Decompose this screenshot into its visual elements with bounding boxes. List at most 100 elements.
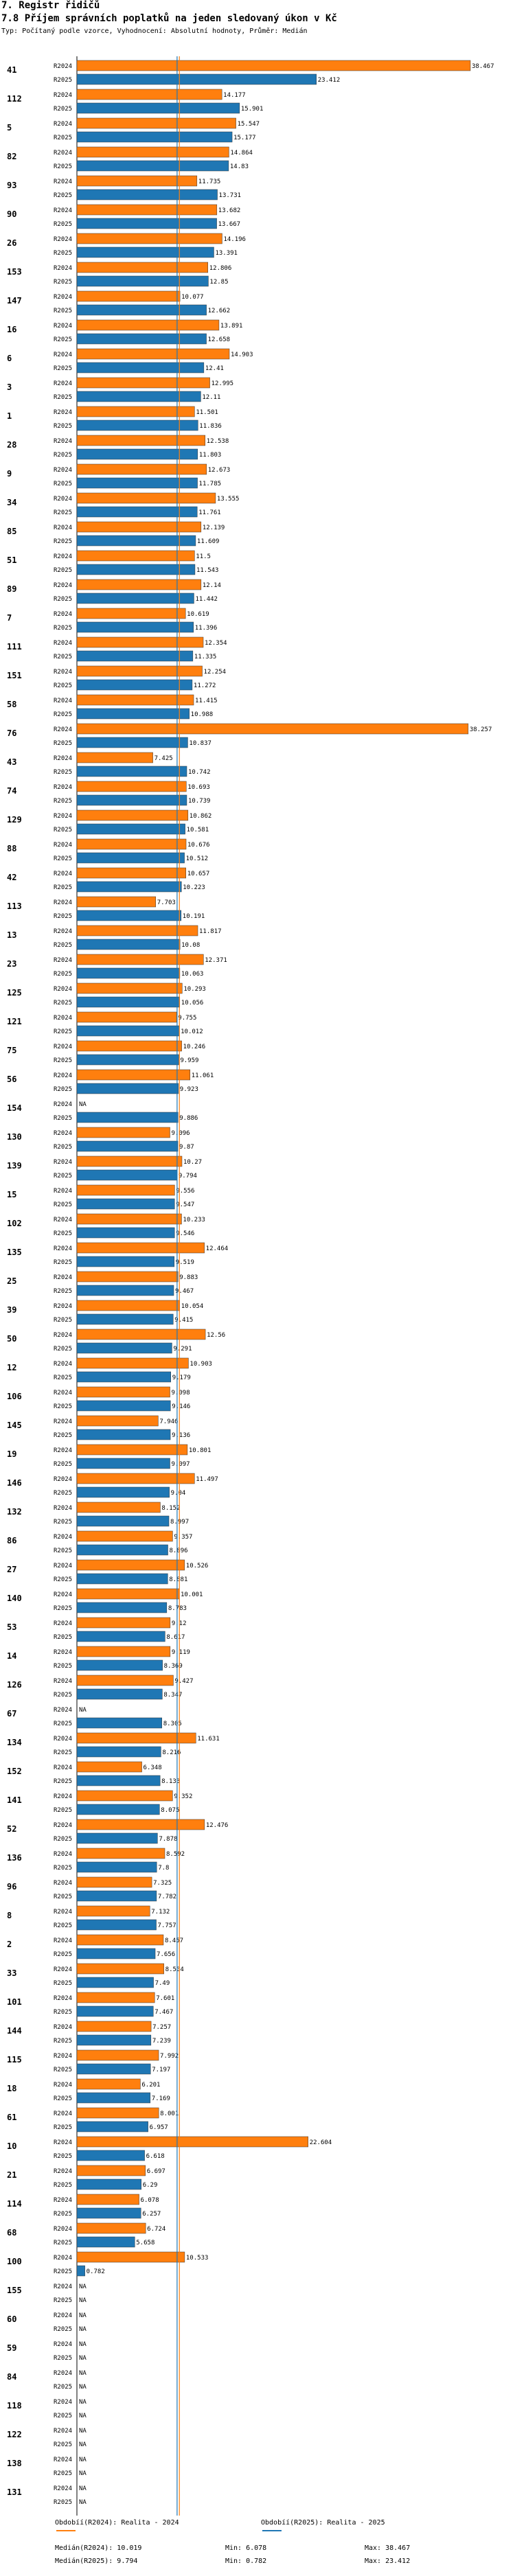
value-label: 10.693	[187, 784, 210, 791]
value-label: 11.5	[196, 553, 211, 560]
value-label: 11.836	[199, 423, 222, 430]
series-label: R2024	[54, 2111, 72, 2117]
series-label: R2024	[54, 553, 72, 560]
value-label: 14.177	[223, 92, 246, 99]
series-label: R2025	[54, 942, 72, 949]
value-label: 13.391	[215, 250, 238, 257]
value-label: 8.881	[169, 1576, 187, 1583]
na-label: NA	[79, 2384, 87, 2391]
value-label: 10.293	[183, 986, 206, 993]
group-label: 74	[7, 786, 16, 796]
group-label: 147	[7, 296, 22, 306]
chart-subtitle: Typ: Počítaný podle vzorce, Vyhodnocení:…	[1, 27, 308, 35]
min-2024-label: Min: 6.078	[225, 2544, 267, 2552]
series-label: R2024	[54, 1332, 72, 1339]
series-label: R2025	[54, 1548, 72, 1554]
bar-r2024	[76, 1848, 165, 1859]
value-label: 10.903	[190, 1361, 212, 1368]
series-label: R2025	[54, 1894, 72, 1900]
bar-r2025	[76, 1746, 161, 1758]
bar-r2024	[76, 1069, 191, 1081]
series-label: R2024	[54, 1217, 72, 1223]
bar-r2025	[76, 2207, 141, 2219]
value-label: 8.617	[166, 1634, 185, 1641]
value-label: 13.667	[218, 221, 241, 228]
series-label: R2025	[54, 1663, 72, 1670]
value-label: 14.196	[223, 236, 246, 243]
value-label: 10.233	[183, 1217, 205, 1223]
value-label: 8.592	[166, 1851, 185, 1858]
value-label: 9.755	[178, 1015, 196, 1022]
series-label: R2025	[54, 394, 72, 401]
bar-r2024	[76, 1761, 142, 1773]
series-label: R2024	[54, 2226, 72, 2233]
series-label: R2025	[54, 1403, 72, 1410]
value-label: 12.56	[207, 1332, 225, 1339]
value-label: 10.08	[181, 942, 200, 949]
bar-r2025	[76, 996, 181, 1008]
group-label: 42	[7, 873, 16, 882]
group-label: 152	[7, 1767, 22, 1776]
bar-r2024	[76, 117, 236, 129]
bar-r2025	[76, 189, 218, 200]
series-label: R2025	[54, 1490, 72, 1497]
na-label: NA	[79, 2341, 87, 2348]
bar-r2024	[76, 1819, 205, 1830]
bar-r2024	[76, 1790, 173, 1802]
bar-r2024	[76, 694, 194, 706]
series-label: R2025	[54, 1028, 72, 1035]
series-label: R2025	[54, 884, 72, 891]
group-label: 61	[7, 2113, 16, 2122]
value-label: 5.658	[136, 2240, 154, 2246]
value-label: 8.305	[163, 1721, 182, 1727]
group-label: 12	[7, 1363, 16, 1372]
group-label: 125	[7, 988, 22, 998]
bar-r2024	[76, 1502, 161, 1513]
na-label: NA	[79, 2355, 87, 2362]
group-label: 60	[7, 2314, 16, 2324]
na-label: NA	[79, 2297, 87, 2304]
group-label: 122	[7, 2430, 22, 2439]
value-label: 12.464	[206, 1245, 229, 1252]
value-label: 12.806	[209, 265, 232, 272]
bar-r2025	[76, 1602, 168, 1613]
value-label: 9.291	[173, 1346, 192, 1353]
series-label: R2024	[54, 1822, 72, 1829]
series-label: R2024	[54, 2255, 72, 2262]
series-label: R2025	[54, 1980, 72, 1987]
na-label: NA	[79, 2312, 87, 2319]
group-label: 10	[7, 2141, 16, 2151]
bar-r2025	[76, 1313, 174, 1325]
na-label: NA	[79, 2457, 87, 2463]
value-label: 11.396	[195, 625, 218, 632]
median-2025-label: Medián(R2025): 9.794	[55, 2557, 138, 2565]
series-label: R2025	[54, 1951, 72, 1958]
group-label: 68	[7, 2228, 16, 2238]
bar-r2025	[76, 1342, 172, 1354]
group-label: 135	[7, 1247, 22, 1257]
series-label: R2025	[54, 654, 72, 660]
value-label: 12.476	[206, 1822, 229, 1829]
series-label: R2024	[54, 1303, 72, 1310]
bar-r2025	[76, 1948, 156, 1959]
value-label: 11.497	[196, 1476, 218, 1483]
series-label: R2024	[54, 2485, 72, 2492]
value-label: 10.063	[181, 971, 204, 978]
value-label: 12.11	[202, 394, 220, 401]
value-label: 10.581	[187, 827, 209, 833]
series-label: R2025	[54, 2211, 72, 2218]
bar-r2024	[76, 1963, 164, 1975]
series-label: R2024	[54, 2053, 72, 2060]
bar-r2024	[76, 492, 216, 504]
group-label: 34	[7, 498, 16, 507]
value-label: 12.139	[203, 525, 225, 531]
bar-r2025	[76, 1083, 179, 1094]
bar-r2025	[76, 535, 196, 547]
bar-r2025	[76, 2121, 148, 2132]
series-label: R2025	[54, 1692, 72, 1699]
bar-r2025	[76, 391, 201, 402]
bar-r2024	[76, 723, 469, 735]
value-label: 6.29	[143, 2182, 158, 2189]
group-label: 126	[7, 1680, 22, 1690]
bar-r2024	[76, 1271, 179, 1283]
